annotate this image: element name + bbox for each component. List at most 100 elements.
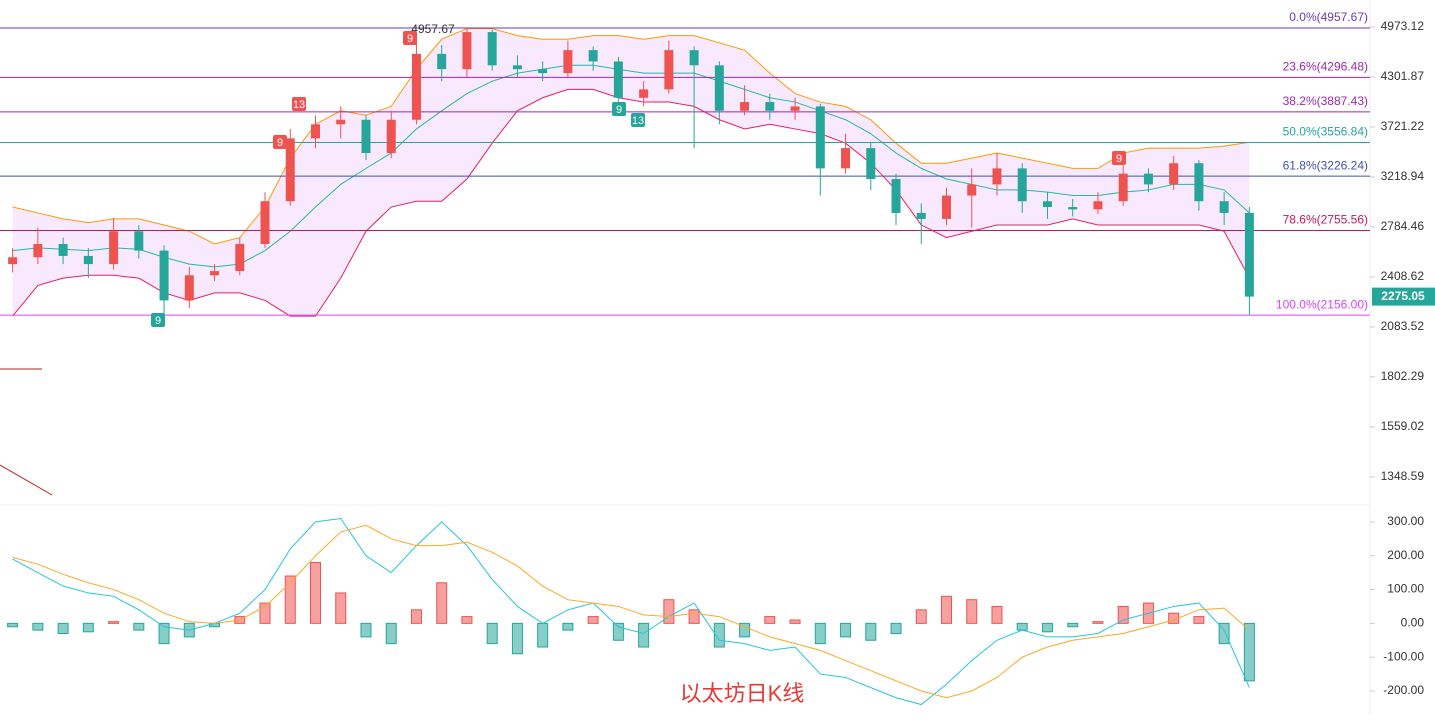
fib-label: 78.6%(2755.56) xyxy=(1283,213,1368,227)
candle-body xyxy=(1169,163,1179,185)
macd-dif xyxy=(12,517,1250,706)
candle-body xyxy=(210,271,220,276)
candle-body xyxy=(689,50,699,66)
candle-body xyxy=(664,50,674,90)
macd-bar xyxy=(158,622,170,645)
y-tick-label: 4973.12 xyxy=(1381,19,1425,33)
band-upper xyxy=(12,28,1250,245)
y-tick-label: 2784.46 xyxy=(1381,219,1425,233)
macd-bar xyxy=(1117,605,1129,624)
macd-bar xyxy=(133,622,145,631)
candle-body xyxy=(563,50,573,74)
candle-body xyxy=(841,148,851,169)
td-label: 13 xyxy=(293,99,305,111)
candle-body xyxy=(639,89,649,98)
fib-label: 100.0%(2156.00) xyxy=(1276,297,1368,311)
macd-bar xyxy=(360,622,372,638)
candle-body xyxy=(1068,207,1078,210)
candle-body xyxy=(109,231,119,265)
fib-label: 50.0%(3556.84) xyxy=(1283,125,1368,139)
candle-body xyxy=(740,102,750,111)
candle-body xyxy=(942,195,951,219)
y-tick-label: 1802.29 xyxy=(1381,369,1425,383)
macd-bar xyxy=(1041,622,1053,633)
candle-body xyxy=(437,53,447,70)
band-middle xyxy=(12,64,1250,268)
macd-bar xyxy=(991,605,1003,624)
macd-bar xyxy=(739,622,751,638)
candle-body xyxy=(386,119,396,154)
macd-bar xyxy=(764,616,776,624)
macd-bar xyxy=(32,622,44,631)
macd-bar xyxy=(612,622,624,641)
candle-body xyxy=(1093,201,1103,210)
candle-body xyxy=(512,65,522,70)
macd-bar xyxy=(562,622,574,631)
macd-bar xyxy=(7,622,19,628)
td-badge xyxy=(292,97,306,111)
candle-body xyxy=(487,32,497,66)
td-label: 13 xyxy=(632,115,644,127)
candle-body xyxy=(538,69,548,74)
candle-body xyxy=(462,32,472,70)
candle-body xyxy=(411,53,421,120)
y-tick-label: 200.00 xyxy=(1387,548,1424,562)
macd-bar xyxy=(1067,622,1079,628)
td-label: 9 xyxy=(277,137,283,149)
candle-body xyxy=(714,65,724,111)
macd-bar xyxy=(663,599,675,624)
td-label: 9 xyxy=(1116,153,1122,165)
band-fill xyxy=(12,28,1250,317)
candle-body xyxy=(1017,168,1027,202)
macd-bar xyxy=(259,602,271,624)
fib-label: 0.0%(4957.67) xyxy=(1289,10,1368,24)
macd-bar xyxy=(1016,622,1028,631)
candle-body xyxy=(285,138,295,202)
td-badge xyxy=(273,135,287,149)
fib-label: 61.8%(3226.24) xyxy=(1283,158,1368,172)
y-tick-label: 100.00 xyxy=(1387,582,1424,596)
td-label: 9 xyxy=(616,104,622,116)
candle-body xyxy=(1244,212,1254,297)
macd-bar xyxy=(1243,622,1255,682)
macd-bar xyxy=(108,621,120,624)
macd-bar xyxy=(890,622,902,635)
macd-bar xyxy=(840,622,852,638)
macd-bar xyxy=(385,622,397,645)
macd-bar xyxy=(789,619,801,624)
macd-bar xyxy=(410,609,422,624)
y-tick-label: 3721.22 xyxy=(1381,119,1425,133)
y-tick-label: -200.00 xyxy=(1383,683,1424,697)
candle-body xyxy=(613,61,623,98)
candle-body xyxy=(311,124,320,139)
candle-body xyxy=(866,148,876,179)
candle-body xyxy=(916,212,926,219)
td-badge xyxy=(631,113,645,127)
candle-body xyxy=(765,102,775,111)
macd-bar xyxy=(638,622,650,648)
macd-bar xyxy=(436,582,448,624)
candle-body xyxy=(1143,173,1153,185)
candle-body xyxy=(790,106,800,111)
td-label: 9 xyxy=(407,33,413,45)
peak-label: 4957.67 xyxy=(411,22,455,36)
macd-bar xyxy=(1193,616,1205,624)
macd-bar xyxy=(587,616,599,624)
macd-bar xyxy=(941,595,952,624)
last-price-tag xyxy=(1372,287,1435,306)
candle-body xyxy=(967,184,977,196)
y-tick-label: -100.00 xyxy=(1383,649,1424,663)
macd-bar xyxy=(537,622,549,648)
macd-bar xyxy=(688,609,700,624)
fib-label: 38.2%(3887.43) xyxy=(1283,94,1368,108)
candle-body xyxy=(1118,173,1128,202)
last-price-label: 2275.05 xyxy=(1381,289,1425,303)
td-label: 9 xyxy=(155,315,161,327)
y-tick-label: 0.00 xyxy=(1401,616,1425,630)
candle-body xyxy=(992,168,1002,185)
candle-body xyxy=(588,50,598,62)
candle-body xyxy=(184,275,194,301)
y-tick-label: 2083.52 xyxy=(1381,319,1425,333)
